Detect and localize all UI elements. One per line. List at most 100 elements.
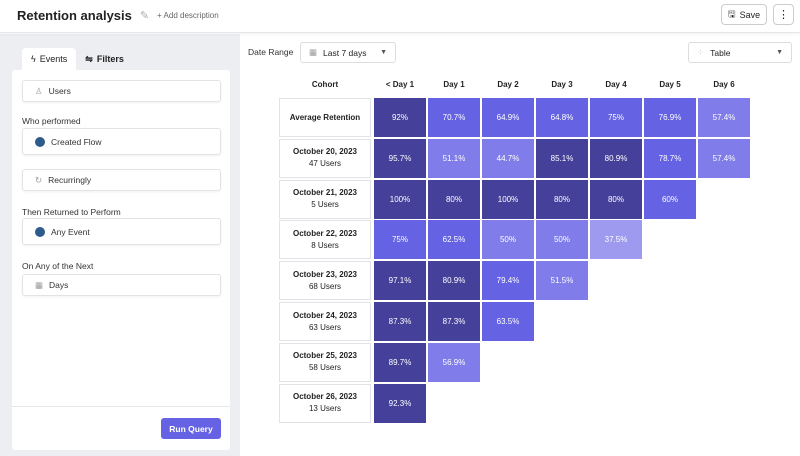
next-label: On Any of the Next: [22, 261, 94, 271]
save-button[interactable]: 🖫 Save: [721, 4, 767, 25]
more-options-button[interactable]: ⋮: [773, 4, 794, 25]
save-icon: 🖫: [727, 8, 736, 19]
cohort-date: Average Retention: [289, 112, 361, 122]
retention-cell[interactable]: 44.7%: [482, 138, 534, 178]
retention-cell[interactable]: 100%: [374, 179, 426, 219]
returned-event-select[interactable]: Any Event: [22, 218, 221, 245]
cohort-users: 58 Users: [308, 363, 341, 373]
retention-cell[interactable]: 50%: [536, 220, 588, 260]
retention-cell[interactable]: 89.7%: [374, 342, 426, 382]
column-header: Day 3: [551, 80, 573, 89]
retention-cell[interactable]: 57.4%: [698, 138, 750, 178]
cohort-cell: October 26, 2023 13 Users: [279, 383, 371, 423]
cohort-date: October 25, 2023: [292, 351, 358, 361]
page-title: Retention analysis: [17, 7, 132, 23]
pencil-icon[interactable]: ✎: [139, 9, 150, 22]
cohort-date: October 24, 2023: [292, 310, 358, 320]
retention-cell[interactable]: 37.5%: [590, 220, 642, 260]
cohort-users: 68 Users: [308, 281, 341, 291]
events-panel: ♙ Users Who performed Created Flow ↻ Recur…: [12, 70, 230, 450]
retention-cell[interactable]: 100%: [482, 179, 534, 219]
column-header: Day 5: [659, 80, 681, 89]
recurring-field[interactable]: ↻ Recurringly: [22, 169, 221, 191]
view-value: Table: [710, 47, 731, 58]
retention-cell[interactable]: 87.3%: [374, 302, 426, 341]
column-header: Day 4: [605, 80, 627, 89]
calendar-icon: ▦: [309, 47, 318, 57]
cohort-cell: October 23, 2023 68 Users: [279, 261, 371, 301]
event-label: Any Event: [51, 226, 90, 237]
column-header: Day 6: [713, 80, 735, 89]
retention-cell[interactable]: 75%: [590, 98, 642, 137]
retention-cell[interactable]: 87.3%: [428, 302, 480, 341]
retention-cell[interactable]: 51.1%: [428, 138, 480, 178]
cohort-users: 47 Users: [308, 159, 341, 169]
cohort-users: 13 Users: [308, 404, 341, 414]
retention-cell[interactable]: 95.7%: [374, 138, 426, 178]
cohort-users: 8 Users: [311, 240, 339, 250]
retention-cell[interactable]: 80.9%: [590, 138, 642, 178]
calendar-icon: ▦: [35, 279, 44, 290]
user-icon: ♙: [35, 85, 43, 96]
retention-cell[interactable]: 80%: [536, 179, 588, 219]
retention-cell[interactable]: 76.9%: [644, 98, 696, 137]
sliders-icon: ⇋: [85, 53, 93, 64]
retention-cell[interactable]: 85.1%: [536, 138, 588, 178]
cohort-date: October 26, 2023: [292, 392, 358, 402]
chevron-down-icon: ▼: [380, 49, 387, 56]
retention-cell[interactable]: 80%: [590, 179, 642, 219]
users-field[interactable]: ♙ Users: [22, 80, 221, 102]
retention-cell[interactable]: 78.7%: [644, 138, 696, 178]
retention-cell[interactable]: 56.9%: [428, 342, 480, 382]
period-label: Days: [49, 280, 69, 290]
retention-cell[interactable]: 64.9%: [482, 98, 534, 137]
tab-label: Filters: [96, 54, 124, 64]
save-label: Save: [739, 9, 761, 20]
period-select[interactable]: ▦ Days: [22, 274, 221, 296]
date-range-value: Last 7 days: [323, 47, 367, 58]
event-dot-icon: [35, 136, 45, 147]
date-range-select[interactable]: ▦ Last 7 days ▼: [300, 42, 396, 63]
grid-icon: ⁘: [697, 47, 705, 57]
retention-cell[interactable]: 62.5%: [428, 220, 480, 260]
retention-cell[interactable]: 80.9%: [428, 261, 480, 301]
retention-cell[interactable]: 51.5%: [536, 261, 588, 301]
cohort-cell: October 24, 2023 63 Users: [279, 302, 371, 341]
who-performed-label: Who performed: [22, 116, 81, 126]
refresh-icon: ↻: [35, 174, 43, 185]
view-select[interactable]: ⁘ Table ▼: [688, 42, 792, 63]
users-label: Users: [48, 86, 71, 96]
returned-label: Then Returned to Perform: [22, 207, 121, 217]
cohort-cell: Average Retention: [279, 98, 371, 137]
cohort-date: October 22, 2023: [292, 228, 358, 238]
tab-events[interactable]: ϟ Events: [22, 48, 77, 70]
run-query-button[interactable]: Run Query: [161, 418, 221, 439]
add-description-link[interactable]: + Add description: [157, 10, 219, 20]
query-sidebar: ϟ Events ⇋ Filters ♙ Users Who performed Cr…: [0, 34, 240, 456]
retention-cell[interactable]: 92.3%: [374, 383, 426, 423]
retention-cell[interactable]: 60%: [644, 179, 696, 219]
retention-cell[interactable]: 64.8%: [536, 98, 588, 137]
sidebar-tabs: ϟ Events ⇋ Filters: [22, 48, 133, 70]
cohort-cell: October 20, 2023 47 Users: [279, 138, 371, 178]
title-group: Retention analysis ✎ + Add description: [17, 0, 219, 30]
retention-cell[interactable]: 50%: [482, 220, 534, 260]
cohort-date: October 21, 2023: [292, 188, 358, 198]
retention-cell[interactable]: 79.4%: [482, 261, 534, 301]
retention-cell[interactable]: 80%: [428, 179, 480, 219]
header: Retention analysis ✎ + Add description 🖫…: [0, 0, 800, 33]
tab-label: Events: [39, 54, 68, 64]
date-range-label: Date Range: [248, 47, 294, 57]
retention-cell[interactable]: 63.5%: [482, 302, 534, 341]
retention-cell[interactable]: 75%: [374, 220, 426, 260]
event-dot-icon: [35, 226, 45, 237]
column-header: Cohort: [311, 80, 339, 89]
chevron-down-icon: ▼: [776, 49, 783, 56]
who-performed-event-select[interactable]: Created Flow: [22, 128, 221, 155]
retention-cell[interactable]: 70.7%: [428, 98, 480, 137]
retention-cell[interactable]: 57.4%: [698, 98, 750, 137]
retention-cell[interactable]: 97.1%: [374, 261, 426, 301]
retention-cell[interactable]: 92%: [374, 98, 426, 137]
tab-filters[interactable]: ⇋ Filters: [76, 48, 133, 70]
event-label: Created Flow: [51, 136, 102, 147]
